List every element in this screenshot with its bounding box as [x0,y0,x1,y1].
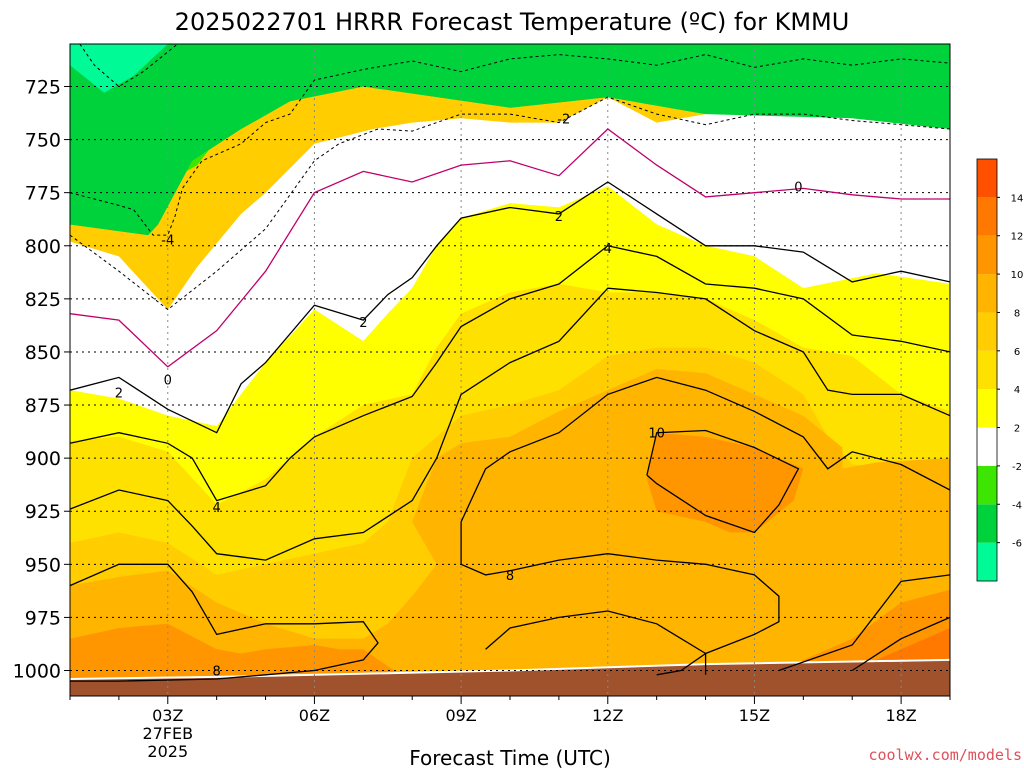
y-tick-label-7: 900 [25,448,61,470]
colorbar-swatch-3 [977,427,997,466]
contour-line-10 [646,429,800,534]
colorbar-tick-label-5: 6 [1014,347,1020,358]
colorbar-swatch-8 [977,235,997,275]
y-tick-label-6: 875 [25,395,61,417]
x-tick-label-5: 18Z [885,706,916,725]
x-date-line-0: 27FEB [142,724,193,743]
contour-label-2: 0 [164,374,172,389]
contour-line-4 [70,181,950,434]
colorbar-swatch-2 [977,465,997,505]
y-tick-label-9: 950 [25,554,61,576]
x-tick-label-2: 09Z [445,706,476,725]
ground-layer [70,658,950,696]
contour-line-11 [778,574,950,672]
colorbar-tick-label-6: 8 [1014,308,1020,319]
contour-lines [70,44,950,682]
y-tick-label-8: 925 [25,501,61,523]
colorbar-tick-label-0: -6 [1012,539,1022,550]
fill-level-2 [70,284,950,575]
colorbar-tick-label-7: 10 [1011,270,1024,281]
x-tick-label-3: 12Z [592,706,623,725]
colorbar-swatch-0 [977,542,997,581]
y-tick-label-3: 800 [25,236,61,258]
y-tick-label-10: 975 [25,607,61,629]
contour-labels: -4 -2 0 0 2 2 2 4 4 8 8 10 [115,112,803,680]
colorbar-swatch-10 [977,159,997,198]
y-tick-label-11: 1000 [13,661,61,683]
colorbar-tick-label-9: 14 [1011,193,1024,204]
cold-band-0 [70,44,168,93]
contour-label-4: 2 [115,386,123,401]
colorbar-tick-label-2: -2 [1012,462,1022,473]
x-date-line-1: 2025 [147,742,188,761]
y-tick-label-1: 750 [25,130,61,152]
contour-label-3: 0 [794,180,802,195]
colorbar-tick-label-3: 2 [1014,424,1020,435]
y-tick-label-4: 825 [25,289,61,311]
credit-text: coolwx.com/models [868,746,1022,764]
colorbar-swatch-5 [977,350,997,390]
contour-line-7 [70,563,379,682]
colorbar-tick-label-1: -4 [1012,500,1022,511]
colorbar-frame [976,158,998,582]
contour-label-7: 4 [604,242,612,257]
fill-level-1 [70,186,950,505]
contour-label-8: 4 [213,501,221,516]
colorbar-tick-label-4: 4 [1014,385,1020,396]
contour-label-9: 8 [506,569,514,584]
x-tick-label-1: 06Z [299,706,330,725]
ground-edge [70,658,950,680]
ground-surface [70,659,950,696]
contour-line-9 [460,376,950,675]
x-axis: 03Z 06Z 09Z 12Z 15Z 18Z [69,696,951,725]
y-axis: 725 750 775 800 825 850 875 900 925 950 975 1000 [13,76,70,683]
contour-label-6: 2 [555,210,563,225]
contour-label-5: 2 [359,316,367,331]
colorbar-swatch-6 [977,312,997,351]
chart-title: 2025022701 HRRR Forecast Temperature (ºC… [175,8,850,36]
contour-label-1: -2 [557,112,570,127]
temperature-fills [70,44,950,696]
contour-line-5 [70,245,950,502]
plot-area: -4 -2 0 0 2 2 2 4 4 8 8 10 [69,43,951,697]
contour-line-6 [70,287,950,561]
fill-level-8 [646,432,804,533]
contour-label-0: -4 [161,233,174,248]
contour-label-10: 8 [213,665,221,680]
contour-line-12 [851,616,950,672]
colorbar-swatch-7 [977,274,997,313]
y-tick-label-5: 850 [25,342,61,364]
contour-line-3 [70,128,950,368]
y-tick-label-2: 775 [25,183,61,205]
colorbar-tick-label-8: 12 [1011,232,1024,243]
cold-band-1 [70,44,950,236]
fill-level-0 [70,97,950,427]
contour-line-8 [485,610,707,676]
x-tick-label-4: 15Z [739,706,770,725]
x-axis-label: Forecast Time (UTC) [409,746,611,768]
y-tick-label-0: 725 [25,76,61,98]
colorbar-swatch-9 [977,197,997,236]
colorbar: -6 -4 -2 2 4 6 8 10 12 14 [976,158,1024,582]
x-tick-label-0: 03Z [152,706,183,725]
contour-label-11: 10 [648,427,665,442]
colorbar-swatch-4 [977,389,997,428]
colorbar-swatch-1 [977,504,997,543]
